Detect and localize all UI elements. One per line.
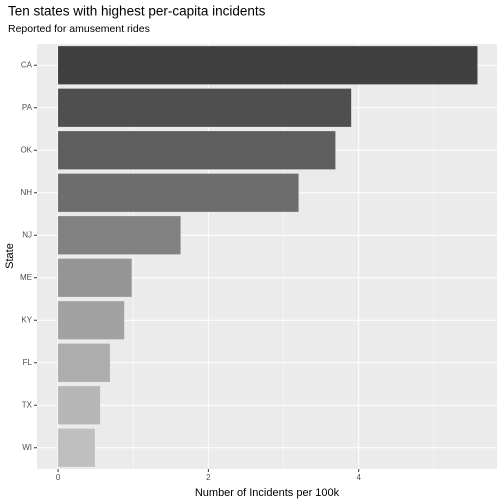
bar <box>58 131 336 170</box>
bar <box>58 258 132 297</box>
y-axis-label: State <box>4 243 16 269</box>
chart-title: Ten states with highest per-capita incid… <box>8 4 266 19</box>
y-tick-label: NH <box>20 188 32 197</box>
y-tick-label: FL <box>23 358 33 367</box>
y-tick-label: TX <box>22 400 33 409</box>
y-tick-label: ME <box>20 273 32 282</box>
x-axis-label: Number of Incidents per 100k <box>195 487 340 499</box>
y-tick-label: OK <box>20 145 32 154</box>
bar <box>58 173 299 212</box>
bar <box>58 88 352 127</box>
y-tick-label: PA <box>22 103 33 112</box>
y-tick-label: WI <box>22 443 32 452</box>
x-tick-label: 2 <box>206 473 211 482</box>
x-tick-label: 0 <box>56 473 61 482</box>
bar <box>58 216 181 255</box>
bar <box>58 343 110 382</box>
y-tick-label: NJ <box>22 230 32 239</box>
bar <box>58 428 95 467</box>
bar <box>58 301 125 340</box>
chart-subtitle: Reported for amusement rides <box>8 23 150 35</box>
bar <box>58 46 478 85</box>
x-tick-label: 4 <box>356 473 361 482</box>
bar <box>58 386 101 425</box>
y-tick-label: CA <box>21 60 33 69</box>
y-tick-label: KY <box>21 315 32 324</box>
